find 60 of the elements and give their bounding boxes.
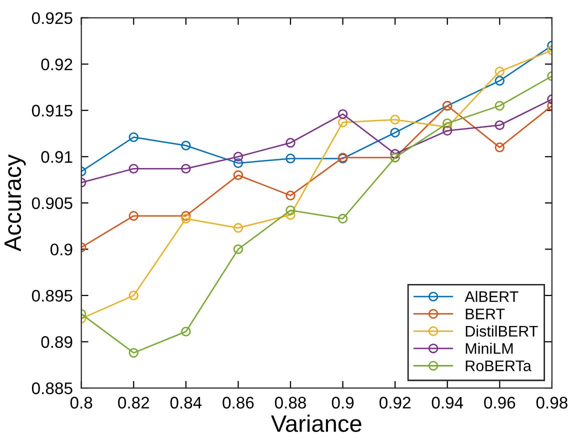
x-tick-label: 0.84	[170, 396, 202, 409]
point	[233, 244, 244, 254]
legend-label: BERT	[466, 308, 505, 320]
point	[286, 190, 296, 200]
point	[338, 214, 348, 224]
point	[128, 348, 138, 358]
x-tick-label: 0.94	[432, 396, 464, 409]
point	[233, 158, 244, 168]
point	[390, 114, 400, 124]
x-tick-label: 0.82	[118, 396, 150, 409]
y-tick-label: 0.885	[32, 382, 72, 394]
point	[286, 154, 296, 164]
point	[286, 205, 296, 216]
y-tick-label: 0.915	[32, 104, 72, 117]
legend-label: DistilBERT	[466, 325, 538, 337]
point	[338, 109, 348, 119]
point	[128, 211, 138, 221]
y-tick-label: 0.92	[41, 58, 72, 70]
y-tick-label: 0.89	[41, 336, 72, 348]
point	[494, 66, 505, 76]
point	[442, 126, 452, 136]
point	[181, 211, 191, 221]
point	[181, 140, 191, 150]
point	[128, 132, 138, 142]
point	[181, 164, 191, 174]
point	[286, 210, 296, 220]
x-tick-label: 0.98	[536, 396, 568, 409]
point	[494, 120, 505, 130]
y-tick-label: 0.925	[32, 12, 72, 24]
point	[286, 138, 296, 148]
point	[233, 170, 244, 180]
point	[494, 100, 505, 111]
x-tick-label: 0.92	[380, 396, 410, 409]
point	[181, 214, 191, 224]
x-tick-label: 0.8	[70, 396, 92, 409]
x-tick-label: 0.96	[484, 396, 516, 409]
point	[494, 142, 505, 152]
point	[390, 149, 400, 159]
legend-label: MiniLM	[466, 342, 513, 354]
x-tick-label: 0.9	[332, 396, 354, 409]
point	[233, 223, 244, 233]
x-axis-title: Variance	[271, 414, 362, 432]
y-axis-title: Accuracy	[4, 154, 26, 252]
point	[338, 118, 348, 128]
y-tick-label: 0.9	[50, 244, 72, 256]
y-tick-label: 0.905	[32, 197, 72, 210]
point	[181, 326, 191, 336]
y-tick-label: 0.91	[41, 151, 72, 163]
point	[494, 76, 505, 86]
point	[128, 290, 138, 300]
x-tick-label: 0.88	[274, 396, 306, 409]
x-tick-label: 0.86	[222, 396, 254, 409]
legend-label: AlBERT	[464, 290, 518, 302]
point	[390, 128, 400, 138]
point	[233, 152, 244, 162]
y-tick-label: 0.895	[32, 290, 72, 302]
point	[442, 122, 452, 132]
legend-label: RoBERTa	[466, 360, 532, 372]
point	[442, 118, 452, 128]
point	[128, 164, 138, 174]
